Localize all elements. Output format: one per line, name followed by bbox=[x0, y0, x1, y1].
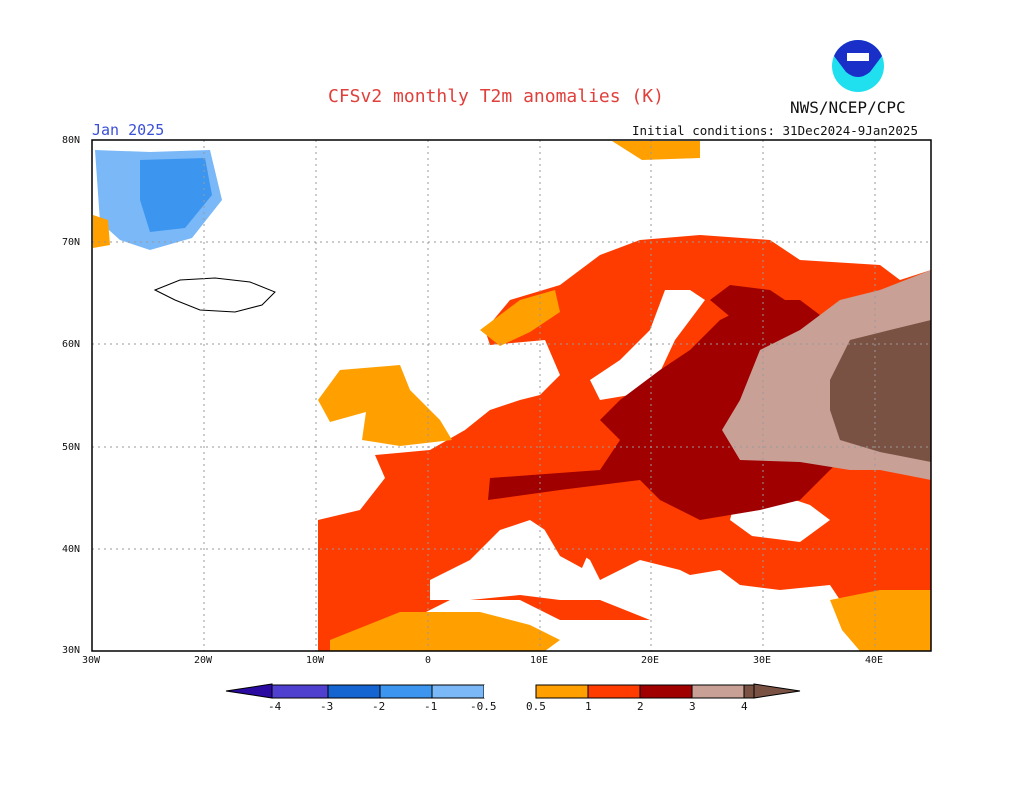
warm-anomaly-2-3-north bbox=[710, 285, 800, 330]
sea-baltic bbox=[590, 290, 705, 400]
lon-label: 30W bbox=[82, 655, 101, 666]
gridlines bbox=[92, 140, 931, 651]
initial-conditions-label: Initial conditions: 31Dec2024-9Jan2025 bbox=[632, 123, 918, 138]
sea-mediterranean bbox=[430, 520, 840, 625]
lat-label: 50N bbox=[62, 442, 81, 453]
map-frame bbox=[91, 139, 932, 652]
lat-label: 80N bbox=[62, 135, 81, 146]
valid-month-label: Jan 2025 bbox=[92, 121, 165, 139]
lon-label: 40E bbox=[865, 655, 884, 666]
colorbar-label: -2 bbox=[372, 700, 386, 713]
lon-label: 10E bbox=[530, 655, 549, 666]
warm-anomaly-above-4 bbox=[830, 320, 931, 462]
cold-anomaly-greenland-core bbox=[140, 158, 212, 232]
lat-label: 30N bbox=[62, 645, 81, 656]
warm-anomaly-0.5-1-africa bbox=[330, 612, 560, 651]
lat-label: 70N bbox=[62, 237, 81, 248]
italy bbox=[540, 500, 592, 568]
lon-label: 10W bbox=[306, 655, 325, 666]
warm-anomaly-0.5-1-svalbard bbox=[612, 141, 700, 160]
colorbar bbox=[225, 683, 801, 699]
colorbar-label: 3 bbox=[689, 700, 696, 713]
chart-title: CFSv2 monthly T2m anomalies (K) bbox=[328, 86, 664, 107]
organization-label: NWS/NCEP/CPC bbox=[790, 98, 906, 117]
colorbar-label: 1 bbox=[585, 700, 592, 713]
colorbar-label: 2 bbox=[637, 700, 644, 713]
iceland-coastline bbox=[153, 277, 276, 313]
lat-label: 40N bbox=[62, 544, 81, 555]
colorbar-label: -0.5 bbox=[470, 700, 497, 713]
warm-anomaly-0.5-1-uk bbox=[318, 365, 452, 446]
lon-label: 30E bbox=[753, 655, 772, 666]
colorbar-label: 0.5 bbox=[526, 700, 546, 713]
colorbar-label: 4 bbox=[741, 700, 748, 713]
warm-anomaly-0.5-1-se bbox=[830, 590, 931, 651]
lon-label: 0 bbox=[425, 655, 432, 666]
colorbar-label: -3 bbox=[320, 700, 334, 713]
lat-label: 60N bbox=[62, 339, 81, 350]
colorbar-label: -1 bbox=[424, 700, 438, 713]
warm-anomaly-0.5-1-greenland bbox=[93, 215, 110, 248]
noaa-logo bbox=[832, 40, 884, 92]
lon-label: 20E bbox=[641, 655, 660, 666]
colorbar-label: -4 bbox=[268, 700, 282, 713]
lon-label: 20W bbox=[194, 655, 213, 666]
